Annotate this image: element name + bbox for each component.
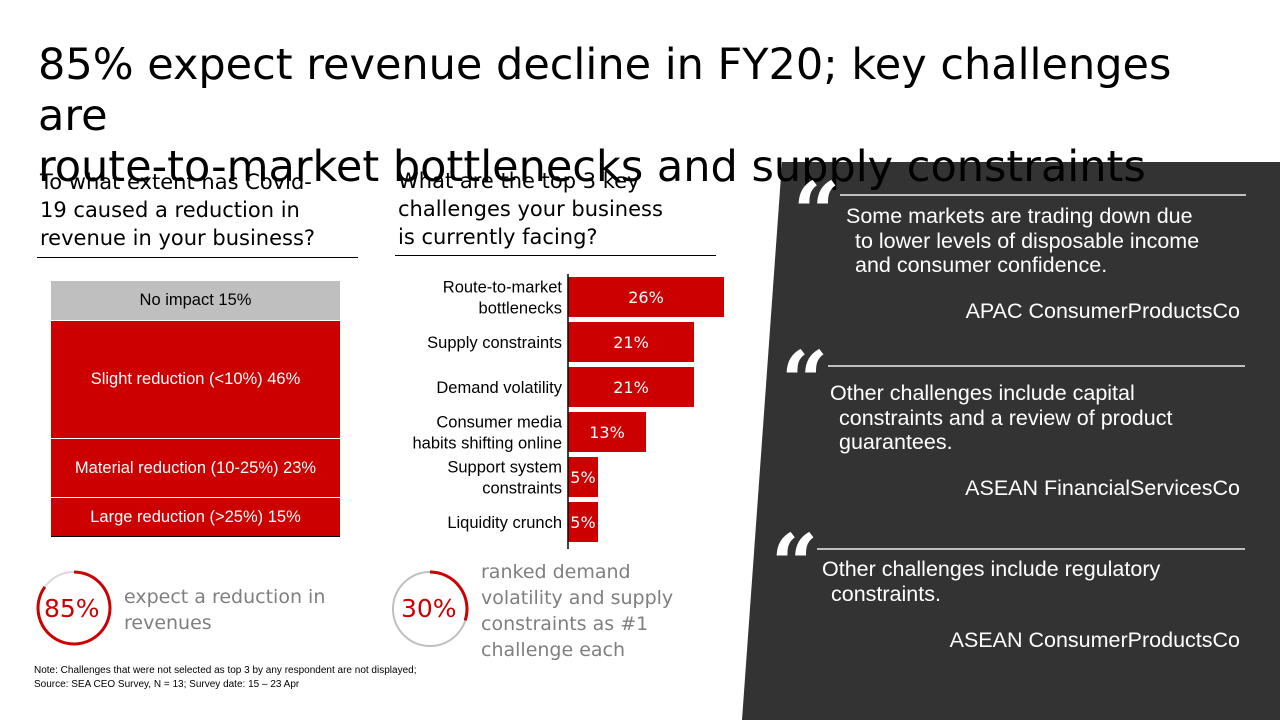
revenue-question-line-1: To what extent has Covid- [40, 170, 312, 194]
ranking-donut [392, 570, 469, 647]
challenge-bar-value: 21% [613, 378, 649, 397]
quote-2-line-2: constraints and a review of product [839, 405, 1173, 430]
ranking-callout-line-4: challenge each [481, 639, 626, 661]
challenges-question-line-3: is currently facing? [398, 225, 598, 249]
page-title-line-1: 85% expect revenue decline in FY20; key … [38, 40, 1172, 141]
challenge-category-label: Route-to-market [443, 279, 563, 297]
challenge-bar [568, 277, 724, 317]
stack-segment-4: Large reduction (>25%) 15% [51, 497, 340, 536]
challenge-bar-value: 26% [628, 288, 664, 307]
stack-segment-label: Slight reduction (<10%) 46% [90, 369, 301, 388]
quote-2-text: Other challenges include capital constra… [830, 381, 1172, 455]
challenge-category-label: habits shifting online [412, 435, 562, 453]
challenge-category-label: Demand volatility [436, 379, 562, 397]
quote-2-line-3: guarantees. [839, 430, 953, 454]
challenge-bar [568, 502, 598, 542]
ranking-donut-arc [429, 570, 469, 621]
challenge-bar-value: 5% [570, 513, 595, 532]
ranking-donut-label: 30% [401, 594, 457, 623]
revenue-question-line-3: revenue in your business? [40, 226, 316, 250]
challenges-question-rule [395, 255, 716, 256]
quote-2-rule [828, 365, 1245, 367]
reduction-donut-label: 85% [44, 594, 100, 623]
challenges-bar-chart: 26% Route-to-market bottlenecks 21% Supply c… [412, 274, 724, 549]
challenge-bar [568, 367, 694, 407]
reduction-donut-arc [36, 570, 112, 646]
revenue-impact-baseline [51, 536, 340, 537]
quote-2-source: ASEAN FinancialServicesCo [965, 476, 1240, 500]
page-title: 85% expect revenue decline in FY20; key … [38, 40, 1238, 193]
quote-1-line-2: to lower levels of disposable income [855, 228, 1200, 253]
stack-segment-label: No impact 15% [139, 290, 252, 309]
footnote: Note: Challenges that were not selected … [34, 664, 416, 692]
challenge-category-label: Support system [447, 459, 562, 477]
quote-1-text: Some markets are trading down due to low… [846, 204, 1199, 278]
reduction-donut [36, 570, 112, 646]
quote-1-source: APAC ConsumerProductsCo [965, 299, 1240, 323]
challenge-category-label: Supply constraints [427, 334, 562, 352]
ranking-callout-line-1: ranked demand [481, 561, 631, 583]
revenue-question-rule [37, 257, 358, 258]
quote-1-line-1: Some markets are trading down due [846, 204, 1193, 228]
reduction-callout-line-1: expect a reduction in [124, 586, 326, 608]
stack-segment-2: Slight reduction (<10%) 46% [51, 319, 340, 439]
revenue-question: To what extent has Covid- 19 caused a re… [40, 168, 350, 252]
reduction-callout-line-2: revenues [124, 612, 212, 634]
quote-2-mark-icon: “ [781, 334, 829, 430]
quote-3-line-1: Other challenges include regulatory [822, 557, 1161, 581]
challenge-bar [568, 412, 646, 452]
challenges-question-line-1: What are the top 3 key [398, 169, 640, 193]
ranking-callout: ranked demand volatility and supply cons… [481, 559, 673, 663]
revenue-question-line-2: 19 caused a reduction in [40, 198, 300, 222]
challenges-question: What are the top 3 key challenges your b… [398, 167, 708, 251]
quote-1-mark-icon: “ [793, 165, 841, 261]
reduction-callout: expect a reduction in revenues [124, 584, 325, 636]
quote-3-mark-icon: “ [771, 517, 819, 613]
challenge-category-label: Consumer media [436, 414, 562, 432]
quote-2-line-1: Other challenges include capital [830, 381, 1135, 405]
quote-3-text: Other challenges include regulatory cons… [822, 557, 1160, 606]
stack-segment-1: No impact 15% [51, 281, 340, 320]
challenge-category-label: constraints [482, 480, 562, 498]
challenge-bar-value: 5% [570, 468, 595, 487]
challenges-question-line-2: challenges your business [398, 197, 663, 221]
quote-3-source: ASEAN ConsumerProductsCo [949, 628, 1240, 652]
challenge-bar [568, 457, 598, 497]
quote-1-rule [840, 194, 1246, 196]
quote-1-line-3: and consumer confidence. [855, 253, 1108, 277]
challenge-category-label: bottlenecks [479, 300, 562, 318]
footnote-line-1: Note: Challenges that were not selected … [34, 665, 417, 676]
quote-3-line-2: constraints. [831, 581, 941, 606]
stack-segment-label: Material reduction (10-25%) 23% [74, 458, 317, 477]
challenge-bar-value: 13% [589, 423, 625, 442]
stack-segment-3: Material reduction (10-25%) 23% [51, 438, 340, 498]
ranking-callout-line-3: constraints as #1 [481, 613, 649, 635]
challenge-category-label: Liquidity crunch [447, 514, 562, 532]
challenge-bar-value: 21% [613, 333, 649, 352]
challenge-bar [568, 322, 694, 362]
stack-segment-label: Large reduction (>25%) 15% [90, 507, 301, 526]
ranking-callout-line-2: volatility and supply [481, 587, 674, 609]
footnote-line-2: Source: SEA CEO Survey, N = 13; Survey d… [34, 679, 300, 690]
quote-3-rule [817, 548, 1245, 550]
page-title-line-2: route-to-market bottlenecks and supply c… [38, 142, 1146, 192]
